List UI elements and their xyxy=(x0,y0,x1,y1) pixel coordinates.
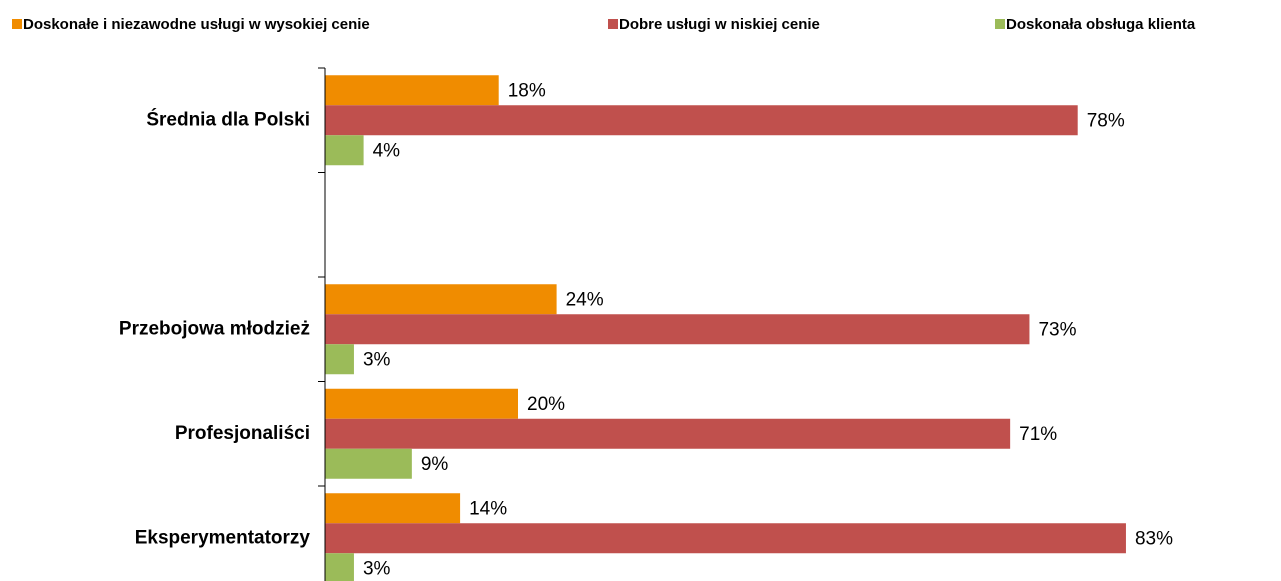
legend-label: Dobre usługi w niskiej cenie xyxy=(619,16,820,33)
category-label: Eksperymentatorzy xyxy=(135,527,311,548)
legend-swatch xyxy=(12,19,22,29)
legend-swatch xyxy=(608,19,618,29)
value-label: 9% xyxy=(421,454,449,475)
value-label: 24% xyxy=(566,289,604,310)
bar xyxy=(325,284,557,315)
value-label: 78% xyxy=(1087,110,1125,131)
value-label: 73% xyxy=(1038,319,1076,340)
bar xyxy=(325,105,1078,136)
value-label: 83% xyxy=(1135,528,1173,549)
bar xyxy=(325,553,354,581)
legend-label: Doskonałe i niezawodne usługi w wysokiej… xyxy=(23,16,370,33)
bar xyxy=(325,75,499,106)
bar xyxy=(325,388,518,419)
value-label: 4% xyxy=(373,140,401,161)
legend-label: Doskonała obsługa klienta xyxy=(1006,16,1196,33)
legend-swatch xyxy=(995,19,1005,29)
bar xyxy=(325,314,1030,345)
bar xyxy=(325,418,1011,449)
value-label: 14% xyxy=(469,498,507,519)
category-label: Przebojowa młodzież xyxy=(119,318,310,339)
value-label: 20% xyxy=(527,394,565,415)
category-label: Średnia dla Polski xyxy=(146,108,310,130)
category-label: Profesjonaliści xyxy=(175,423,310,444)
bar xyxy=(325,135,364,166)
value-label: 71% xyxy=(1019,424,1057,445)
value-label: 3% xyxy=(363,558,391,579)
bar xyxy=(325,344,354,375)
value-label: 3% xyxy=(363,349,391,370)
value-label: 18% xyxy=(508,80,546,101)
bar xyxy=(325,523,1126,554)
bar xyxy=(325,493,461,524)
bar xyxy=(325,448,412,479)
